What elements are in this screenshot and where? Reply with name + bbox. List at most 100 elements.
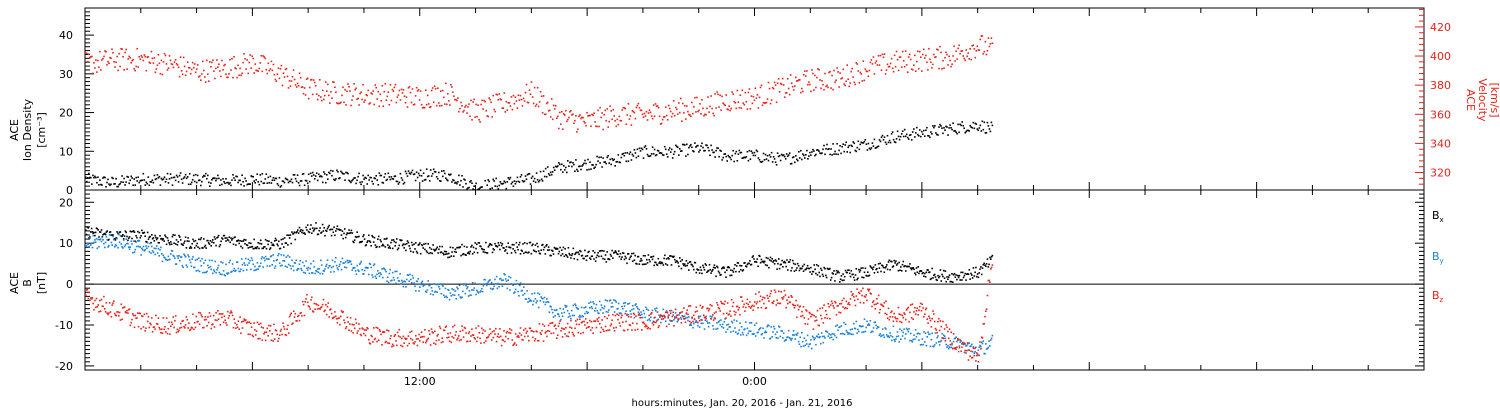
velocity-point xyxy=(212,59,214,61)
ion-density-point xyxy=(706,144,708,147)
bz-point xyxy=(319,308,321,310)
bz-point xyxy=(668,314,670,316)
by-point xyxy=(972,346,975,348)
velocity-point xyxy=(718,106,720,108)
ion-density-point xyxy=(582,164,584,166)
velocity-point xyxy=(647,112,650,114)
bz-point xyxy=(197,320,199,323)
velocity-point xyxy=(338,102,340,105)
bz-point xyxy=(367,327,369,330)
ion-density-point xyxy=(184,173,187,176)
by-point xyxy=(866,320,868,323)
bx-point xyxy=(777,262,779,265)
by-point xyxy=(338,265,340,268)
bz-point xyxy=(179,322,182,325)
bx-point xyxy=(632,252,635,255)
bz-point xyxy=(95,297,98,300)
bx-point xyxy=(922,272,924,274)
velocity-point xyxy=(889,62,892,65)
ion-density-point xyxy=(806,149,808,152)
ion-density-point xyxy=(931,133,933,135)
by-point xyxy=(947,347,950,350)
ion-density-point xyxy=(849,151,851,154)
bx-point xyxy=(196,242,198,245)
ion-density-point xyxy=(971,127,973,129)
bx-point xyxy=(456,246,458,249)
bx-point xyxy=(741,270,744,272)
ion-density-point xyxy=(782,154,785,156)
bx-point xyxy=(306,229,308,231)
bz-point xyxy=(556,334,559,336)
bz-point xyxy=(213,326,216,328)
by-point xyxy=(594,307,597,309)
by-point xyxy=(966,343,969,345)
velocity-point xyxy=(216,59,218,61)
bx-point xyxy=(774,259,777,261)
ion-density-point xyxy=(537,181,540,183)
bz-point xyxy=(155,314,157,317)
bx-point xyxy=(942,275,944,278)
bz-point xyxy=(109,311,112,313)
bz-point xyxy=(548,330,551,332)
velocity-point xyxy=(410,101,413,104)
by-point xyxy=(575,304,577,307)
velocity-point xyxy=(342,86,344,89)
by-point xyxy=(389,268,391,271)
by-point xyxy=(553,309,556,311)
bx-point xyxy=(262,247,264,250)
ion-density-point xyxy=(845,141,847,144)
bz-point xyxy=(387,330,390,332)
bz-point xyxy=(656,311,659,313)
velocity-point xyxy=(480,103,482,106)
bx-point xyxy=(759,255,761,258)
ion-density-point xyxy=(643,146,646,148)
velocity-point xyxy=(325,81,327,83)
ion-density-point xyxy=(819,152,821,154)
by-point xyxy=(580,306,583,309)
by-point xyxy=(785,339,787,341)
by-point xyxy=(843,321,845,324)
by-point xyxy=(732,330,735,332)
by-point xyxy=(287,263,290,266)
velocity-point xyxy=(669,110,672,113)
velocity-point xyxy=(279,68,282,70)
by-point xyxy=(240,268,242,271)
bz-point xyxy=(344,327,347,330)
bz-point xyxy=(199,312,202,314)
bx-point xyxy=(857,277,859,280)
velocity-point xyxy=(201,73,203,75)
velocity-point xyxy=(151,57,154,60)
bz-point xyxy=(417,338,420,340)
bz-point xyxy=(192,313,194,316)
by-point xyxy=(421,280,424,283)
bz-point xyxy=(349,323,351,325)
velocity-point xyxy=(639,109,642,112)
velocity-point xyxy=(454,98,456,101)
bx-point xyxy=(683,263,686,265)
velocity-point xyxy=(604,109,606,112)
ion-density-point xyxy=(893,141,896,143)
by-point xyxy=(686,316,688,319)
by-point xyxy=(800,345,802,348)
by-point xyxy=(471,282,474,284)
velocity-point xyxy=(250,67,252,69)
bx-point xyxy=(167,239,170,242)
bz-point xyxy=(401,337,403,340)
bx-point xyxy=(448,256,451,258)
by-point xyxy=(462,290,464,293)
bx-point xyxy=(893,259,895,262)
ion-density-point xyxy=(271,179,274,181)
bx-point xyxy=(125,231,127,234)
bx-point xyxy=(382,243,384,246)
velocity-point xyxy=(489,98,491,101)
by-point xyxy=(693,322,695,325)
bz-point xyxy=(481,327,483,330)
bz-point xyxy=(234,322,236,324)
by-point xyxy=(392,276,395,279)
by-point xyxy=(907,330,910,333)
by-point xyxy=(918,339,920,341)
velocity-point xyxy=(365,93,367,96)
velocity-point xyxy=(121,48,123,50)
ion-density-point xyxy=(854,149,857,152)
